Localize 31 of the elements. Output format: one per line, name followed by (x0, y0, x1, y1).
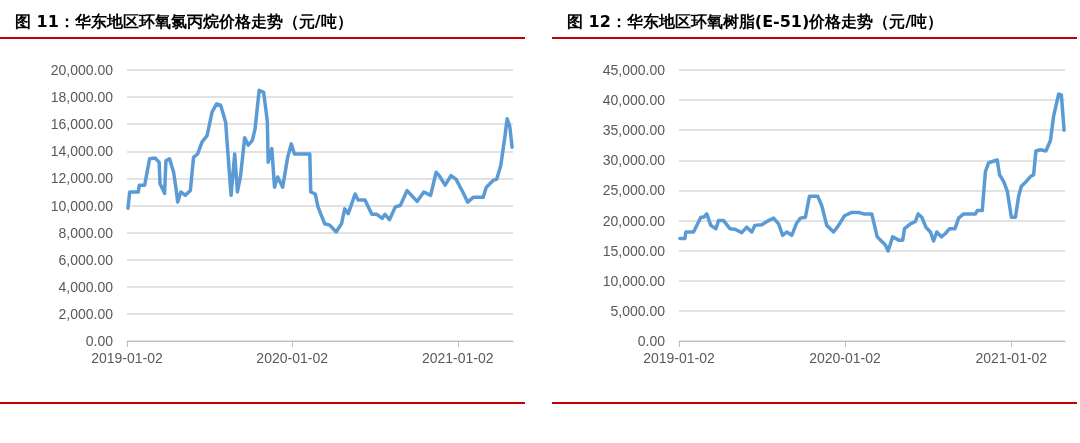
y-tick-label: 45,000.00 (602, 62, 666, 78)
y-tick-label: 0.00 (85, 333, 114, 349)
y-tick-label: 40,000.00 (602, 92, 666, 109)
y-tick-label: 0.00 (637, 333, 666, 349)
x-tick-label: 2021-01-02 (975, 350, 1048, 366)
y-tick-label: 25,000.00 (602, 182, 666, 199)
y-tick-label: 30,000.00 (602, 152, 666, 169)
y-tick-label: 10,000.00 (602, 272, 666, 289)
line-series (678, 92, 1066, 253)
line-series (126, 88, 514, 234)
y-tick-label: 20,000.00 (602, 212, 666, 229)
y-tick-label: 5,000.00 (610, 302, 666, 319)
x-tick-label: 2019-01-02 (91, 350, 164, 366)
y-tick-label: 18,000.00 (50, 89, 114, 106)
x-tick-label: 2020-01-02 (809, 350, 881, 366)
y-tick-label: 20,000.00 (50, 62, 114, 78)
x-tick-label: 2020-01-02 (256, 350, 329, 366)
y-tick-label: 12,000.00 (50, 170, 114, 187)
y-tick-label: 16,000.00 (50, 116, 114, 133)
chart-title: 图 11：华东地区环氧氯丙烷价格走势（元/吨） (15, 11, 353, 31)
y-tick-label: 2,000.00 (58, 305, 114, 322)
y-tick-label: 35,000.00 (602, 122, 666, 139)
y-tick-label: 10,000.00 (50, 197, 114, 214)
y-tick-label: 8,000.00 (58, 224, 114, 241)
y-tick-label: 15,000.00 (602, 242, 666, 259)
y-tick-label: 14,000.00 (50, 143, 114, 160)
x-tick-label: 2019-01-02 (643, 350, 716, 366)
x-tick-label: 2021-01-02 (421, 350, 494, 366)
y-tick-label: 6,000.00 (58, 251, 114, 268)
chart-title: 图 12：华东地区环氧树脂(E-51)价格走势（元/吨） (567, 11, 944, 31)
y-tick-label: 4,000.00 (58, 278, 114, 295)
